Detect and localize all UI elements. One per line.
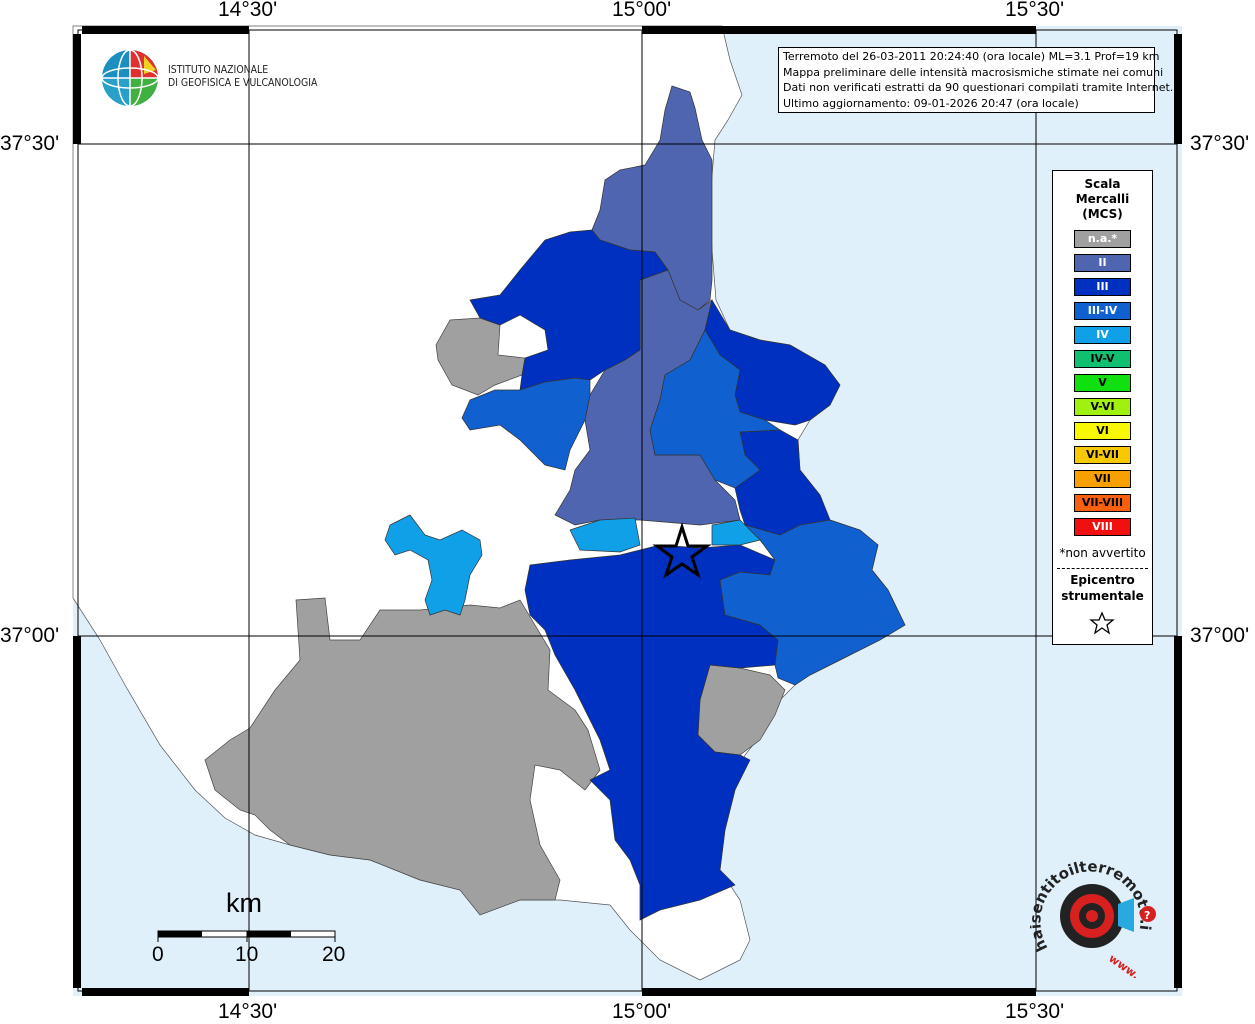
legend-item: VII-VIII [1074,494,1131,512]
region-na-west [204,597,601,916]
legend-item: V-VI [1074,398,1131,416]
lat-label-3730-left: 37°30' [0,132,60,155]
legend-item: VI-VII [1074,446,1131,464]
info-line-1: Terremoto del 26-03-2011 20:24:40 (ora l… [783,50,1160,63]
legend-item: III [1074,278,1131,296]
epicenter-star [652,522,712,579]
region-iii-iv-north [649,329,782,489]
legend-epicenter-line-2: strumentale [1061,589,1144,603]
region-iii-iv-west [461,377,591,471]
info-line-2: Mappa preliminare delle intensità macros… [783,65,1164,79]
lon-label-1500-top: 15°00' [612,0,672,21]
legend-note: *non avvertito [1059,546,1146,560]
brand-www: www. [1106,952,1141,978]
legend-item: n.a.* [1074,230,1131,248]
mcs-legend: Scala Mercalli (MCS) n.a.* II III III-IV IV I… [1052,170,1153,645]
svg-text:?: ? [1144,909,1150,922]
scale-label-20: 20 [322,943,346,966]
region-iii-northwest [469,229,669,391]
scale-unit-label: km [226,888,262,918]
info-line-3: Dati non verificati estratti da 90 quest… [783,81,1174,94]
lat-label-3730-right: 37°30' [1190,132,1250,155]
legend-title-line-3: (MCS) [1082,207,1123,221]
lon-label-1430-top: 14°30' [218,0,278,21]
epicenter-star-icon [1089,611,1115,635]
legend-title-line-1: Scala [1084,177,1121,191]
legend-item: III-IV [1074,302,1131,320]
lon-label-1430-bottom: 14°30' [218,1000,278,1023]
legend-item: VIII [1074,518,1131,536]
frame-ticks [73,26,1182,996]
region-iii-iv-southeast [719,519,906,686]
legend-item: VII [1074,470,1131,488]
legend-item: V [1074,374,1131,392]
event-info-box: Terremoto del 26-03-2011 20:24:40 (ora l… [778,47,1174,113]
logo-line-2: DI GEOFISICA E VULCANOLOGIA [168,76,318,89]
lat-label-3700-right: 37°00' [1190,624,1250,647]
region-iv-isolated [384,514,483,616]
logo-line-1: ISTITUTO NAZIONALE [168,63,269,76]
legend-epicenter-line-1: Epicentro [1070,573,1135,587]
info-line-4: Ultimo aggiornamento: 09-01-2026 20:47 (… [783,96,1079,110]
region-iv-east [711,519,761,546]
haisentito-logo: haisentitoilterremoto.it ? www. [1026,834,1162,982]
legend-item: II [1074,254,1131,272]
lon-label-1500-bottom: 15°00' [612,1000,672,1023]
region-iv-central [569,517,641,553]
legend-item: VI [1074,422,1131,440]
scale-label-10: 10 [235,943,259,966]
legend-title-line-2: Mercalli [1075,192,1130,206]
lon-label-1530-top: 15°30' [1005,0,1065,21]
haisentito-logo-graphic: haisentitoilterremoto.it ? www. [1026,834,1156,982]
scale-label-0: 0 [152,943,164,966]
lon-label-1530-bottom: 15°30' [1005,1000,1065,1023]
lat-label-3700-left: 37°00' [0,624,60,647]
legend-item: IV-V [1074,350,1131,368]
legend-item: IV [1074,326,1131,344]
ingv-logo: ISTITUTO NAZIONALE DI GEOFISICA E VULCAN… [100,48,320,110]
graticule [78,30,1177,991]
legend-epicenter-label: Epicentro strumentale [1053,572,1152,604]
scale-bar [157,930,336,942]
globe-icon [101,49,159,107]
legend-title: Scala Mercalli (MCS) [1053,177,1152,222]
legend-separator [1057,568,1148,569]
